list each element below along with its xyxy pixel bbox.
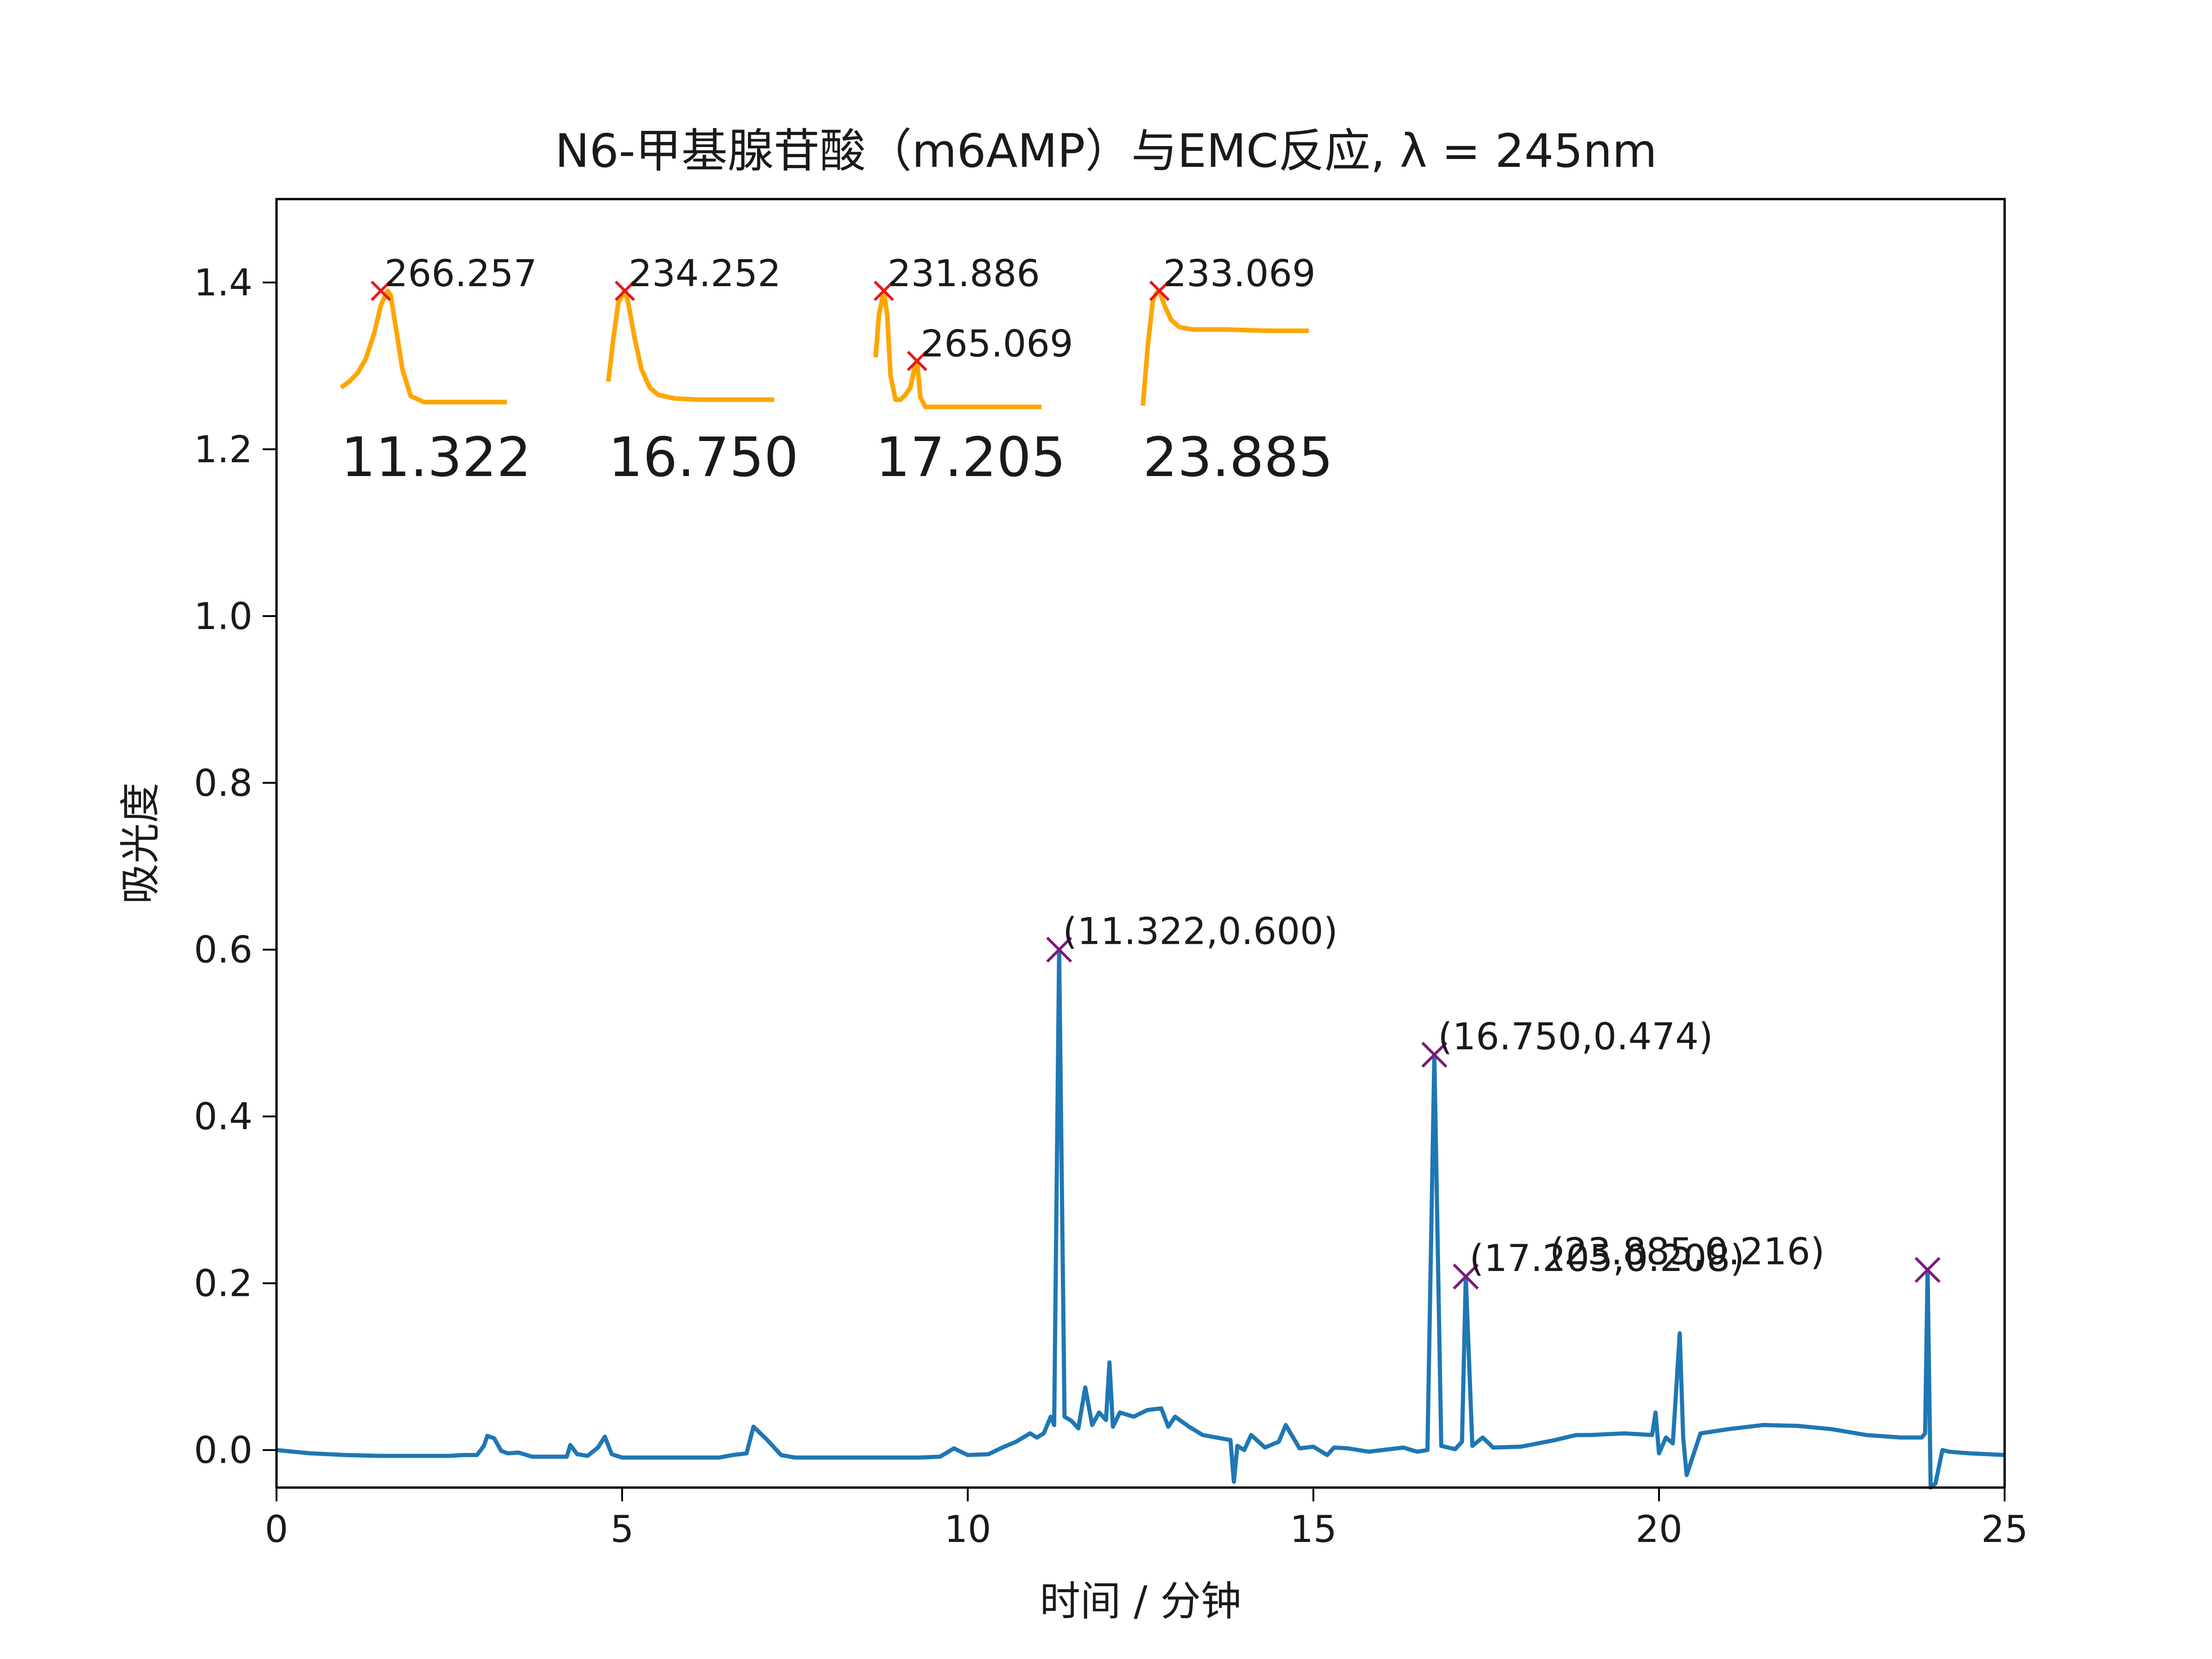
peak-marker: [1421, 1041, 1447, 1068]
spectrum-maximum-label: 265.069: [921, 322, 1073, 365]
spectrum-retention-time: 11.322: [341, 425, 531, 489]
uv-spectra-insets: 266.257 11.322 234.252 16.750 231.886 265.069…: [340, 252, 1333, 489]
spectrum-retention-time: 17.205: [876, 425, 1066, 489]
x-tick-label: 15: [1290, 1508, 1337, 1551]
spectrum-maximum-marker: [614, 280, 635, 301]
x-tick-label: 0: [265, 1508, 288, 1551]
y-axis: 0.0 0.2 0.4 0.6 0.8 1.0 1.2 1.4: [194, 261, 276, 1472]
uv-spectrum-inset: 234.252 16.750: [606, 252, 799, 489]
x-tick-label: 25: [1981, 1508, 2028, 1551]
x-tick-label: 5: [611, 1508, 634, 1551]
x-axis: 0 5 10 15 20 25: [265, 1488, 2028, 1551]
y-tick-label: 1.2: [194, 428, 253, 471]
uv-spectrum-line: [340, 288, 507, 405]
y-tick-label: 0.0: [194, 1429, 253, 1472]
y-tick-label: 0.6: [194, 929, 253, 971]
chromatogram-trace: [276, 947, 2005, 1490]
y-tick-label: 0.2: [194, 1262, 253, 1305]
spectrum-maximum-label: 231.886: [888, 252, 1040, 295]
uv-spectrum-inset: 233.069 23.885: [1141, 252, 1333, 489]
spectrum-maximum-label: 233.069: [1163, 252, 1316, 295]
x-tick-label: 10: [944, 1508, 991, 1551]
spectrum-maximum-marker: [873, 280, 894, 301]
peak-marker: [1453, 1264, 1479, 1290]
y-tick-label: 0.8: [194, 762, 253, 805]
spectrum-retention-time: 23.885: [1143, 425, 1333, 489]
uv-spectrum-inset: 266.257 11.322: [340, 252, 537, 489]
y-tick-label: 0.4: [194, 1095, 253, 1138]
peak-marker: [1914, 1257, 1941, 1283]
chromatogram-trace-group: [276, 947, 2005, 1490]
y-tick-label: 1.4: [194, 261, 253, 304]
peak-coordinate-label: (23.885,0.216): [1550, 1230, 1825, 1273]
peak-coordinate-label: (11.322,0.600): [1063, 910, 1338, 953]
x-axis-label: 时间 / 分钟: [1040, 1577, 1241, 1625]
plot-area: 0 5 10 15 20 25 0.0 0.2 0.4 0.6 0.8 1.0 1.2 1.4 (11.…: [194, 198, 2028, 1551]
uv-spectrum-line: [1141, 288, 1309, 406]
peak-coordinate-label: (16.750,0.474): [1438, 1015, 1713, 1058]
uv-spectrum-line: [606, 288, 774, 402]
peak-coordinate-label: (17.205,0.208): [1470, 1237, 1745, 1280]
spectrum-maximum-marker: [906, 351, 928, 371]
y-axis-label: 吸光度: [117, 782, 164, 904]
y-tick-label: 1.0: [194, 595, 253, 638]
spectrum-retention-time: 16.750: [608, 425, 799, 489]
uv-spectrum-inset: 231.886 265.069 17.205: [873, 252, 1073, 489]
x-tick-label: 20: [1635, 1508, 1683, 1551]
spectrum-maximum-marker: [1149, 280, 1170, 301]
chart-title: N6-甲基腺苷酸（m6AMP）与EMC反应, λ = 245nm: [555, 124, 1657, 178]
uv-spectrum-line: [873, 288, 1041, 409]
peak-marker: [1046, 936, 1072, 963]
spectrum-maximum-label: 266.257: [384, 252, 537, 295]
spectrum-maximum-marker: [371, 280, 391, 301]
spectrum-maximum-label: 234.252: [629, 252, 781, 295]
plot-frame: [275, 198, 2006, 1489]
peak-markers: (11.322,0.600) (16.750,0.474) (17.205,0.20…: [1046, 910, 1941, 1290]
